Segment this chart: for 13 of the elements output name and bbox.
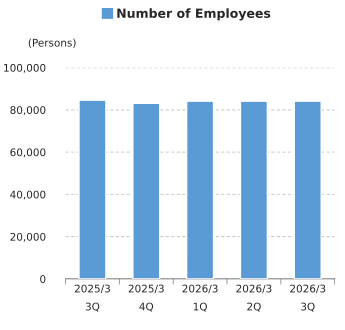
y-axis-title: (Persons) [28,38,76,48]
x-tick-label: 2026/3 1Q [182,284,218,312]
x-tick-label: 2025/3 3Q [74,284,110,312]
y-tick-label: 100,000 [4,64,46,73]
y-tick-label: 60,000 [10,148,46,158]
legend-label: Number of Employees [117,8,270,20]
y-tick-label: 40,000 [10,190,46,200]
y-tick-label: 20,000 [10,232,46,242]
x-tick-label: 2025/3 4Q [128,284,164,312]
y-tick-label: 80,000 [10,106,46,116]
y-tick-label: 0 [40,275,46,283]
x-tick-label: 2026/3 2Q [236,284,272,312]
x-tick-label: 2026/3 3Q [290,284,326,312]
